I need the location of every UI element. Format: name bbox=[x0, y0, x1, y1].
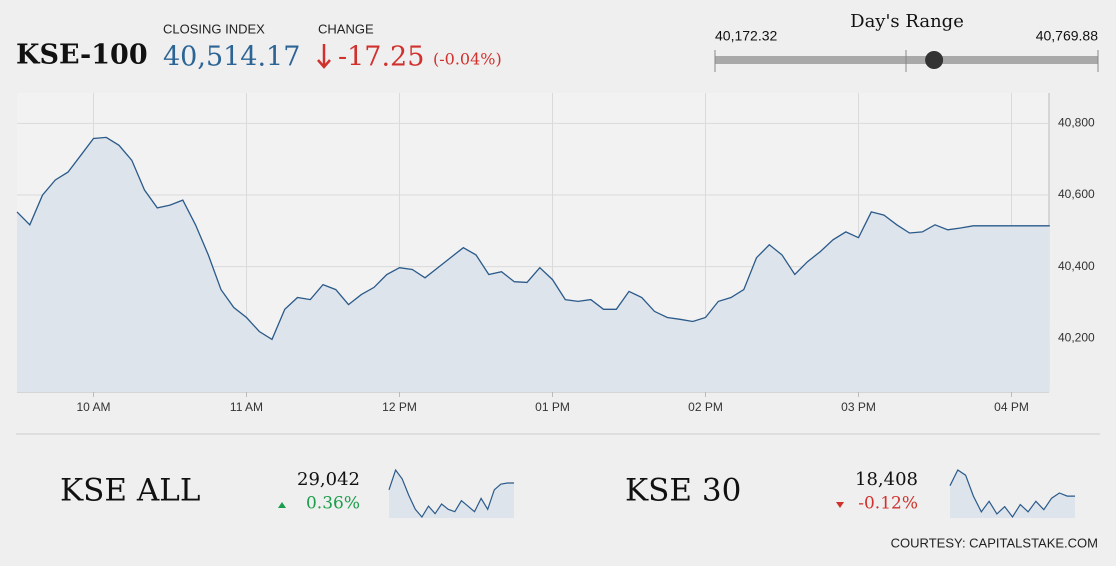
down-arrow bbox=[317, 44, 331, 69]
x-tick-label: 03 PM bbox=[841, 400, 876, 414]
index-name: KSE 30 bbox=[625, 473, 741, 509]
index-value: 18,408 bbox=[855, 469, 918, 490]
change-label: CHANGE bbox=[318, 21, 374, 36]
sparkline-area bbox=[950, 470, 1075, 518]
change-value: -17.25 bbox=[338, 42, 424, 73]
x-tick-label: 01 PM bbox=[535, 400, 570, 414]
area bbox=[17, 137, 1050, 392]
x-tick-label: 10 AM bbox=[76, 400, 110, 414]
index-change: -0.12% bbox=[858, 494, 918, 514]
x-tick-label: 04 PM bbox=[994, 400, 1029, 414]
credit: COURTESY: CAPITALSTAKE.COM bbox=[891, 535, 1098, 550]
y-tick-label: 40,400 bbox=[1058, 259, 1095, 273]
direction-triangle bbox=[278, 502, 286, 508]
x-tick-label: 12 PM bbox=[382, 400, 417, 414]
range-marker bbox=[925, 51, 944, 69]
sparkline bbox=[388, 468, 514, 519]
sparkline-area bbox=[389, 470, 514, 518]
closing-label: CLOSING INDEX bbox=[163, 21, 265, 36]
x-tick-label: 11 AM bbox=[230, 400, 263, 414]
index-value: 29,042 bbox=[297, 469, 360, 490]
change-percent: (-0.04%) bbox=[433, 50, 502, 69]
direction-triangle bbox=[836, 502, 844, 508]
closing-value: 40,514.17 bbox=[163, 42, 300, 73]
y-tick-label: 40,200 bbox=[1058, 330, 1095, 344]
range-high: 40,769.88 bbox=[1036, 28, 1098, 44]
x-tick-label: 02 PM bbox=[688, 400, 723, 414]
index-change: 0.36% bbox=[306, 494, 360, 514]
range-label: Day's Range bbox=[850, 11, 964, 32]
index-name: KSE ALL bbox=[60, 473, 200, 509]
index-title: KSE-100 bbox=[16, 40, 148, 71]
sparkline bbox=[949, 469, 1075, 519]
y-tick-label: 40,600 bbox=[1058, 187, 1095, 201]
y-tick-label: 40,800 bbox=[1058, 116, 1095, 130]
range-low: 40,172.32 bbox=[715, 28, 777, 44]
line bbox=[16, 136, 1050, 341]
